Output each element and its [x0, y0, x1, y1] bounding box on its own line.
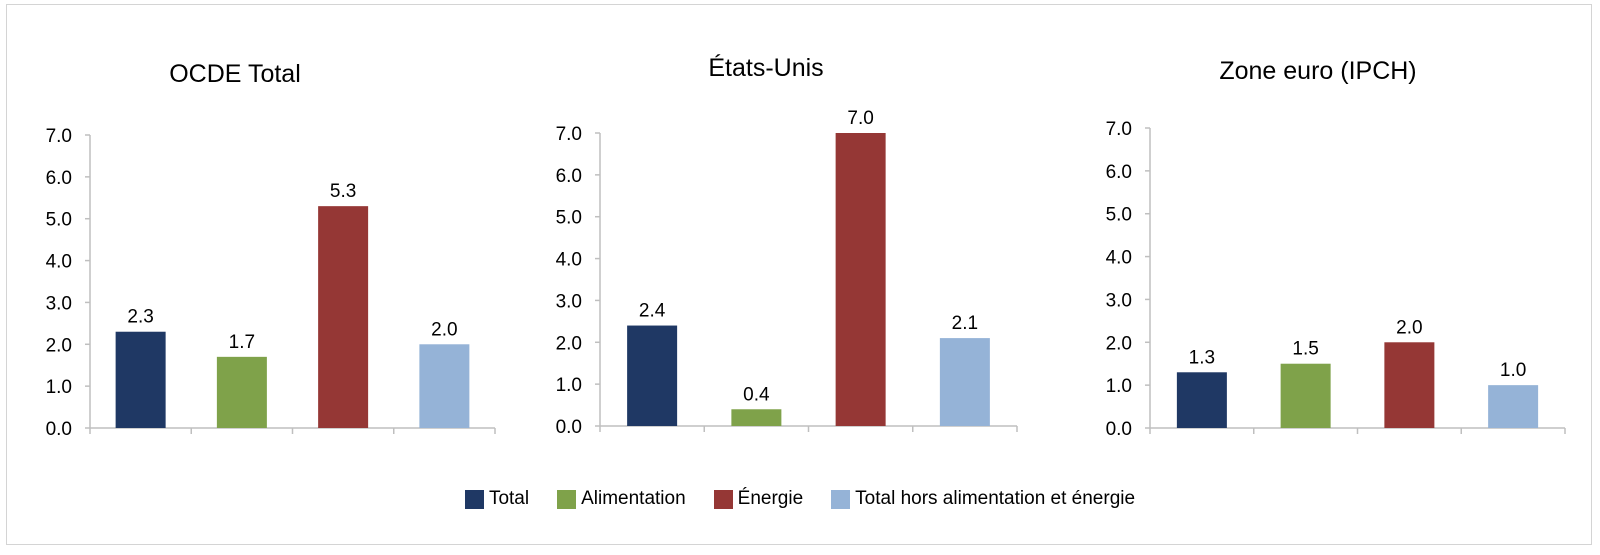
y-tick-label: 5.0	[46, 210, 72, 231]
bar-total	[627, 325, 678, 426]
chart-frame	[6, 4, 1592, 545]
bar-alimentation	[731, 409, 782, 426]
chart-title: États-Unis	[708, 53, 823, 82]
y-tick-label: 4.0	[46, 252, 72, 273]
data-label-alimentation: 0.4	[743, 384, 770, 405]
bar-total	[115, 331, 166, 428]
legend-swatch-alimentation	[557, 489, 577, 509]
y-tick-label: 0.0	[556, 417, 582, 438]
y-tick-label: 2.0	[46, 335, 72, 356]
y-tick-label: 4.0	[556, 250, 582, 271]
y-tick-label: 2.0	[1106, 333, 1132, 354]
data-label-alimentation: 1.5	[1292, 339, 1318, 360]
legend-label-energie: Énergie	[737, 488, 804, 509]
y-tick-label: 7.0	[46, 126, 72, 147]
y-tick-label: 4.0	[1106, 248, 1132, 269]
y-tick-label: 1.0	[46, 377, 72, 398]
y-tick-label: 0.0	[46, 419, 72, 440]
legend-item-total: Total	[464, 488, 530, 510]
bar-total	[1176, 372, 1227, 428]
legend-label-total: Total	[488, 488, 530, 509]
y-tick-label: 3.0	[1106, 290, 1132, 311]
legend-item-core: Total hors alimentation et énergie	[831, 488, 1135, 510]
y-tick-label: 6.0	[556, 166, 582, 187]
data-label-core: 2.0	[431, 319, 457, 340]
y-tick-label: 3.0	[556, 291, 582, 312]
y-tick-label: 2.0	[556, 333, 582, 354]
legend-label-alimentation: Alimentation	[581, 488, 686, 509]
legend-item-alimentation: Alimentation	[557, 488, 686, 510]
data-label-core: 2.1	[952, 313, 978, 334]
data-label-total: 2.4	[639, 301, 666, 322]
legend-swatch-total	[464, 489, 484, 509]
data-label-total: 2.3	[127, 307, 153, 328]
data-label-energie: 7.0	[847, 108, 873, 129]
y-tick-label: 5.0	[556, 208, 582, 229]
bar-core	[1488, 385, 1539, 428]
data-label-energie: 5.3	[330, 181, 356, 202]
y-tick-label: 1.0	[556, 375, 582, 396]
bar-energie	[318, 206, 369, 428]
legend-swatch-energie	[713, 489, 733, 509]
bar-core	[939, 338, 990, 426]
y-tick-label: 7.0	[1106, 119, 1132, 140]
data-label-energie: 2.0	[1396, 317, 1422, 338]
legend-item-energie: Énergie	[713, 488, 804, 510]
bar-energie	[1384, 342, 1435, 428]
legend-label-core: Total hors alimentation et énergie	[855, 488, 1136, 509]
y-tick-label: 3.0	[46, 293, 72, 314]
bar-alimentation	[216, 356, 267, 428]
chart-panel-3: Zone euro (IPCH) 0.0 1.0 2.0 3.0 4.0 5.0 6.0 7.0…	[1106, 57, 1566, 440]
y-tick-label: 6.0	[1106, 162, 1132, 183]
data-label-total: 1.3	[1189, 347, 1215, 368]
y-tick-label: 6.0	[46, 168, 72, 189]
y-tick-label: 1.0	[1106, 376, 1132, 397]
data-label-alimentation: 1.7	[229, 332, 255, 353]
data-label-core: 1.0	[1500, 360, 1526, 381]
bar-core	[419, 344, 470, 428]
legend: Total Alimentation Énergie Total hors al…	[0, 488, 1600, 510]
y-tick-label: 0.0	[1106, 419, 1132, 440]
bar-energie	[835, 133, 886, 426]
chart-title: Zone euro (IPCH)	[1219, 57, 1416, 85]
chart-title: OCDE Total	[169, 60, 301, 88]
y-tick-label: 5.0	[1106, 205, 1132, 226]
y-tick-label: 7.0	[556, 124, 582, 145]
bar-alimentation	[1280, 363, 1331, 428]
legend-swatch-core	[831, 489, 851, 509]
chart-panel-2: États-Unis 0.0 1.0 2.0 3.0 4.0 5.0 6.0 7.0 2.4 0.4…	[556, 53, 1018, 438]
chart-panel-1: OCDE Total 0.0 1.0 2.0 3.0 4.0 5.0 6.0 7.0 2.3 1.7…	[46, 60, 496, 440]
